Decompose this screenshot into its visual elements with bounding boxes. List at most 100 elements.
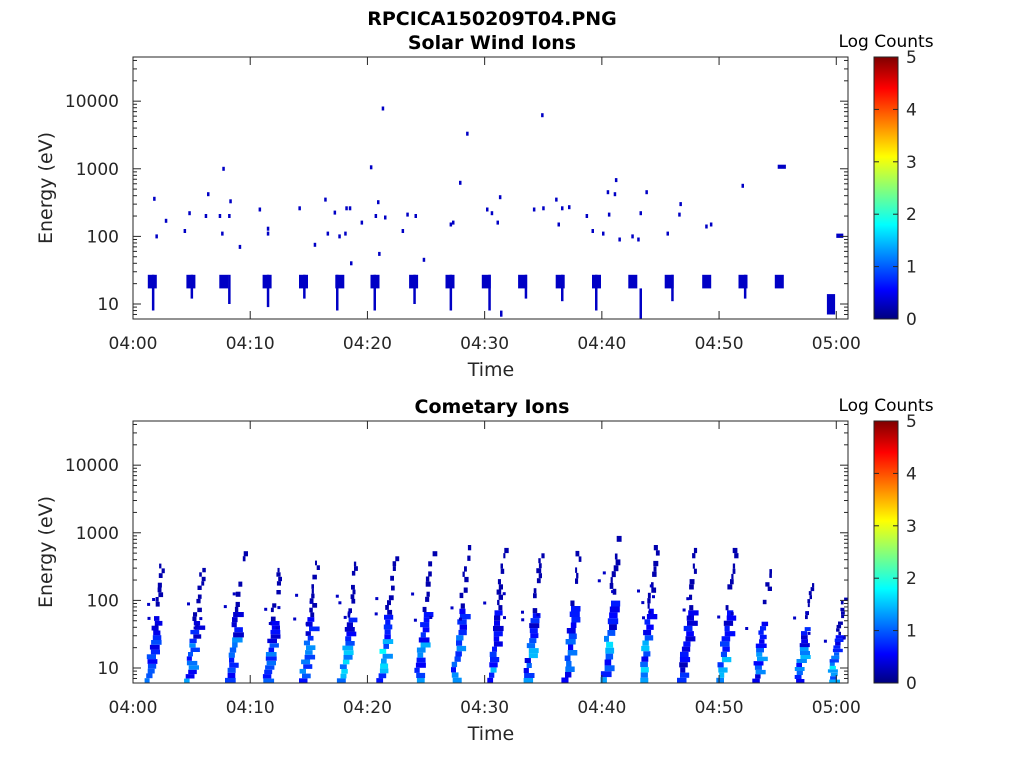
count-pixel bbox=[521, 610, 524, 614]
count-pixel bbox=[378, 251, 381, 256]
spectrogram-cell bbox=[756, 648, 764, 653]
count-pixel bbox=[842, 636, 846, 640]
spectrogram-cell bbox=[196, 598, 201, 604]
spectrogram-cell bbox=[155, 597, 159, 602]
spectrogram-cell bbox=[571, 617, 581, 623]
count-pixel bbox=[585, 214, 589, 218]
spectrogram-cell bbox=[276, 581, 281, 586]
spectrogram-cell bbox=[575, 550, 580, 557]
spectrogram-cell bbox=[498, 584, 503, 590]
spectrogram-cell bbox=[840, 601, 844, 605]
spectrogram-cell bbox=[754, 665, 762, 670]
spectrogram-cell bbox=[799, 647, 809, 651]
spectrogram-cell bbox=[152, 635, 162, 640]
spectrogram-cell bbox=[722, 646, 730, 652]
x-tick-label: 04:50 bbox=[695, 698, 744, 718]
spectrogram-cell bbox=[835, 642, 841, 646]
spectrogram-cell bbox=[184, 678, 190, 683]
energy-streak bbox=[151, 274, 155, 311]
spectrogram-cell bbox=[383, 624, 393, 630]
spectrogram-cell bbox=[571, 606, 581, 612]
spectrogram-cell bbox=[569, 611, 580, 617]
spectrogram-cell bbox=[428, 571, 432, 577]
count-pixel bbox=[187, 602, 190, 606]
energy-band-cell bbox=[738, 274, 748, 289]
spectrogram-cell bbox=[796, 679, 805, 683]
spectrogram-cell bbox=[265, 652, 277, 657]
spectrogram-cell bbox=[348, 617, 358, 623]
energy-streak bbox=[190, 274, 194, 299]
count-pixel bbox=[602, 571, 606, 575]
spectrogram-cell bbox=[229, 657, 235, 663]
spectrogram-cell bbox=[454, 656, 461, 662]
spectrogram-cell bbox=[833, 645, 841, 649]
spectrogram-cell bbox=[689, 584, 694, 590]
spectrogram-cell bbox=[233, 612, 244, 618]
count-pixel bbox=[155, 234, 158, 239]
spectrogram-cell bbox=[305, 621, 313, 627]
count-pixel bbox=[449, 222, 453, 227]
x-tick-label: 04:20 bbox=[343, 334, 392, 354]
count-pixel bbox=[429, 616, 433, 619]
count-pixel bbox=[459, 180, 462, 185]
spectrogram-cell bbox=[536, 568, 542, 574]
count-pixel bbox=[717, 615, 721, 619]
spectrogram-cell bbox=[528, 648, 539, 654]
spectrogram-cell bbox=[565, 672, 572, 678]
count-pixel bbox=[199, 617, 203, 621]
count-pixel bbox=[642, 616, 645, 620]
spectrogram-cell bbox=[492, 646, 497, 652]
spectrogram-cell bbox=[384, 614, 394, 620]
spectrogram-cell bbox=[310, 612, 315, 618]
spectrogram-cell bbox=[529, 628, 538, 634]
spectrogram-cell bbox=[609, 583, 614, 589]
spectrogram-cell bbox=[384, 634, 391, 640]
spectrogram-cell bbox=[490, 657, 500, 663]
count-pixel bbox=[305, 622, 309, 626]
colorbar-ticks-solar-wind: 0 1 2 3 4 5 bbox=[874, 48, 917, 330]
spectrogram-cell bbox=[561, 677, 569, 683]
spectrogram-cell bbox=[269, 643, 279, 648]
spectrogram-cell bbox=[462, 571, 465, 577]
spectrogram-cell bbox=[575, 578, 579, 584]
spectrogram-cell bbox=[500, 568, 505, 574]
spectrogram-cell bbox=[155, 601, 160, 607]
count-pixel bbox=[542, 206, 545, 211]
spectrogram-cell bbox=[716, 677, 724, 683]
count-pixel bbox=[218, 214, 222, 218]
count-pixel bbox=[153, 196, 156, 201]
spectrogram-cell bbox=[566, 628, 576, 634]
spectrogram-cell bbox=[270, 634, 281, 639]
spectrogram-cell bbox=[524, 673, 535, 678]
spectrogram-cell bbox=[609, 624, 617, 630]
spectrogram-cell bbox=[188, 669, 197, 675]
spectrogram-cell bbox=[523, 678, 534, 683]
spectrogram-cell bbox=[309, 626, 320, 632]
spectrogram-cell bbox=[147, 663, 157, 669]
count-pixel bbox=[823, 639, 827, 643]
heatmap-solar-wind bbox=[147, 106, 844, 319]
spectrogram-cell bbox=[807, 603, 810, 608]
x-tick-label: 04:10 bbox=[226, 698, 275, 718]
spectrogram-cell bbox=[352, 589, 356, 595]
count-pixel bbox=[348, 206, 352, 211]
spectrogram-cell bbox=[524, 658, 531, 663]
count-pixel bbox=[147, 602, 151, 606]
count-pixel bbox=[411, 592, 415, 596]
spectrogram-cell bbox=[381, 658, 387, 664]
spectrogram-cell bbox=[809, 595, 812, 600]
spectrogram-cell bbox=[197, 585, 202, 590]
energy-streak bbox=[500, 310, 503, 317]
spectrogram-cell bbox=[383, 644, 389, 649]
spectrogram-cell bbox=[299, 668, 306, 674]
spectrogram-cell bbox=[605, 653, 614, 660]
count-pixel bbox=[645, 190, 648, 195]
y-tick-label: 1000 bbox=[76, 524, 119, 544]
energy-streak bbox=[449, 274, 453, 311]
energy-streak bbox=[671, 274, 674, 302]
spectrogram-cell bbox=[755, 643, 767, 648]
count-pixel bbox=[152, 598, 156, 601]
spectrogram-cell bbox=[679, 657, 691, 663]
count-pixel bbox=[561, 206, 564, 211]
spectrogram-cell bbox=[835, 635, 846, 639]
